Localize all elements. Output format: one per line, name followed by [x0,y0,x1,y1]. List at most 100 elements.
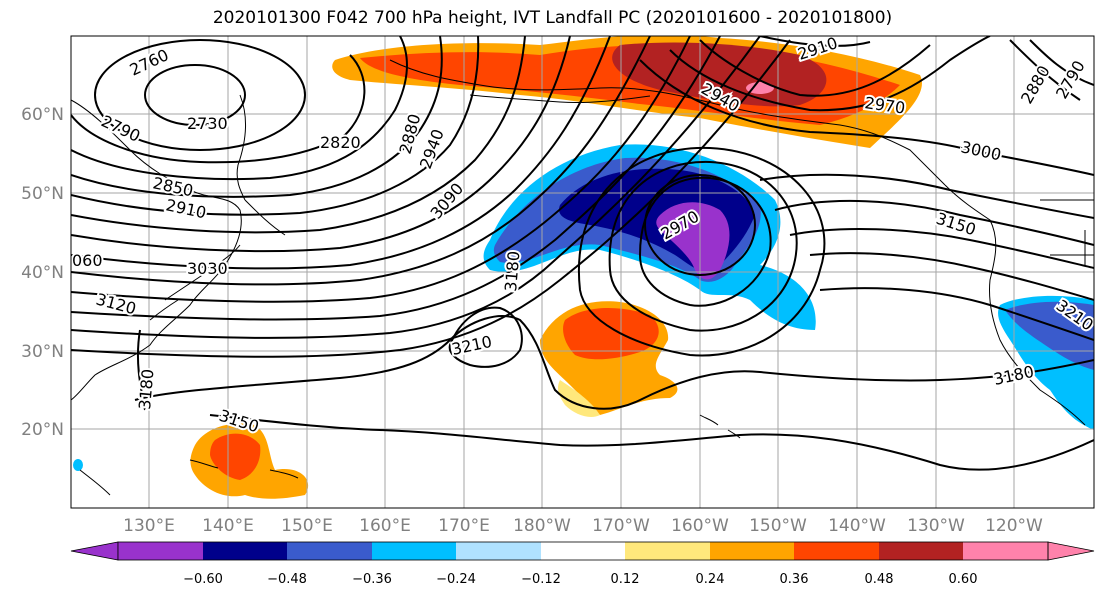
contour-2790 [71,54,366,164]
colorbar-segment-4 [372,542,456,560]
contour-ne-corner-1 [1009,39,1081,101]
colorbar-tick-9: 0.48 [865,572,894,587]
colorbar-tick-5: −0.12 [521,572,561,587]
colorbar-tick-8: 0.36 [780,572,809,587]
colorbar-tick-3: −0.36 [352,572,392,587]
lon-label-160e: 160°E [359,516,411,536]
lon-label-130e: 130°E [123,516,175,536]
lat-label-20n: 20°N [21,420,64,440]
contour-3060 [71,36,721,321]
aleutians [469,94,651,104]
negative-core [656,202,730,280]
contour-2760 [94,39,306,151]
contour-3180-west [136,329,146,411]
latitude-labels: 60°N 50°N 40°N 30°N 20°N [21,105,64,440]
asia-coast [71,99,242,401]
colorbar-segment-2 [203,542,287,560]
map-frame [70,35,1095,509]
coastlines [71,59,1094,496]
lon-label-170w: 170°W [592,516,650,536]
colorbar-segment-3 [287,542,372,560]
colorbar-frame [117,541,1049,561]
contour-2970 [71,36,611,270]
lat-label-50n: 50°N [21,184,64,204]
contour-label-3180-west: 3180 [135,368,157,410]
height-contours [71,36,1094,471]
colorbar-extend-high [1047,541,1095,561]
positive-west-2 [210,433,261,480]
contour-label-060: 060 [72,251,103,270]
na-coast [944,184,1086,426]
colorbar-tick-7: 0.24 [696,572,725,587]
lon-label-170e: 170°E [438,516,490,536]
lon-label-180w: 180°W [513,516,571,536]
colorbar-tick-10: 0.60 [949,572,978,587]
lat-label-60n: 60°N [21,105,64,125]
contour-2850 [71,36,443,198]
figure-title: 2020101300 F042 700 hPa height, IVT Land… [212,8,893,28]
contour-3000 [71,36,651,286]
colorbar-segment-8 [710,542,794,560]
lon-label-150w: 150°W [749,516,807,536]
contour-2970-ne [669,36,991,112]
contour-label-2730: 2730 [187,114,228,133]
lon-label-130w: 130°W [907,516,965,536]
negative-edge-blob [73,459,83,471]
colorbar-segment-7 [625,542,710,560]
ivt-shading [73,36,1094,499]
contour-3030-low [638,176,772,307]
contour-2910 [71,36,526,234]
contour-3210 [448,306,523,368]
colorbar-tick-1: −0.60 [183,572,223,587]
contour-3180 [134,315,1094,410]
contour-3150-ne [819,287,1094,341]
contour-3000-ne [639,59,1094,176]
contour-2970-low [644,174,756,276]
negative-east-2 [1005,301,1094,370]
colorbar-segment-1 [118,542,203,560]
contour-3060-ne [774,199,1094,246]
lon-label-160w: 160°W [671,516,729,536]
contour-3090-low [608,160,798,332]
colorbar-segment-6 [541,542,625,560]
contour-2910-ne [759,36,871,48]
lon-label-120w: 120°W [985,516,1043,536]
contour-2880 [71,36,480,216]
na-borders [1040,199,1094,265]
colorbar-segment-9 [794,542,879,560]
graticule [71,36,1094,508]
contour-3090 [71,36,761,339]
colorbar-segment-11 [963,542,1048,560]
positive-subtropical-2 [563,308,659,360]
colorbar-tick-4: −0.24 [436,572,476,587]
wp-islands [79,459,299,496]
contour-label-3030: 3030 [187,259,228,278]
colorbar-tick-2: −0.48 [267,572,307,587]
map-content: 2760 2730 2790 2820 2880 2940 2850 2910 … [71,36,1094,508]
contour-3120-ne [809,252,1094,301]
contour-2940 [71,36,571,253]
lon-label-140w: 140°W [828,516,886,536]
contour-label-2820: 2820 [320,133,361,152]
contour-3150 [209,414,1094,471]
hawaii [699,414,741,439]
lat-label-30n: 30°N [21,342,64,362]
kamchatka [236,94,247,201]
contour-3030 [71,36,691,303]
contour-2940-ne [699,39,931,97]
colorbar: −0.60 −0.48 −0.36 −0.24 −0.12 0.12 0.24 … [70,541,1095,587]
colorbar-segment-10 [879,542,963,560]
japan [149,244,241,321]
lon-label-150e: 150°E [281,516,333,536]
contour-3150-low [577,146,826,357]
lon-label-140e: 140°E [202,516,254,536]
contour-3090-ne [789,227,1094,269]
contour-2730 [144,64,246,126]
contour-ne-corner-2 [1029,39,1094,86]
contour-2820 [71,36,408,181]
longitude-labels: 130°E 140°E 150°E 160°E 170°E 180°W 170°… [123,516,1043,536]
colorbar-tick-6: 0.12 [611,572,640,587]
colorbar-segment-5 [456,542,541,560]
positive-max-north [746,82,774,94]
